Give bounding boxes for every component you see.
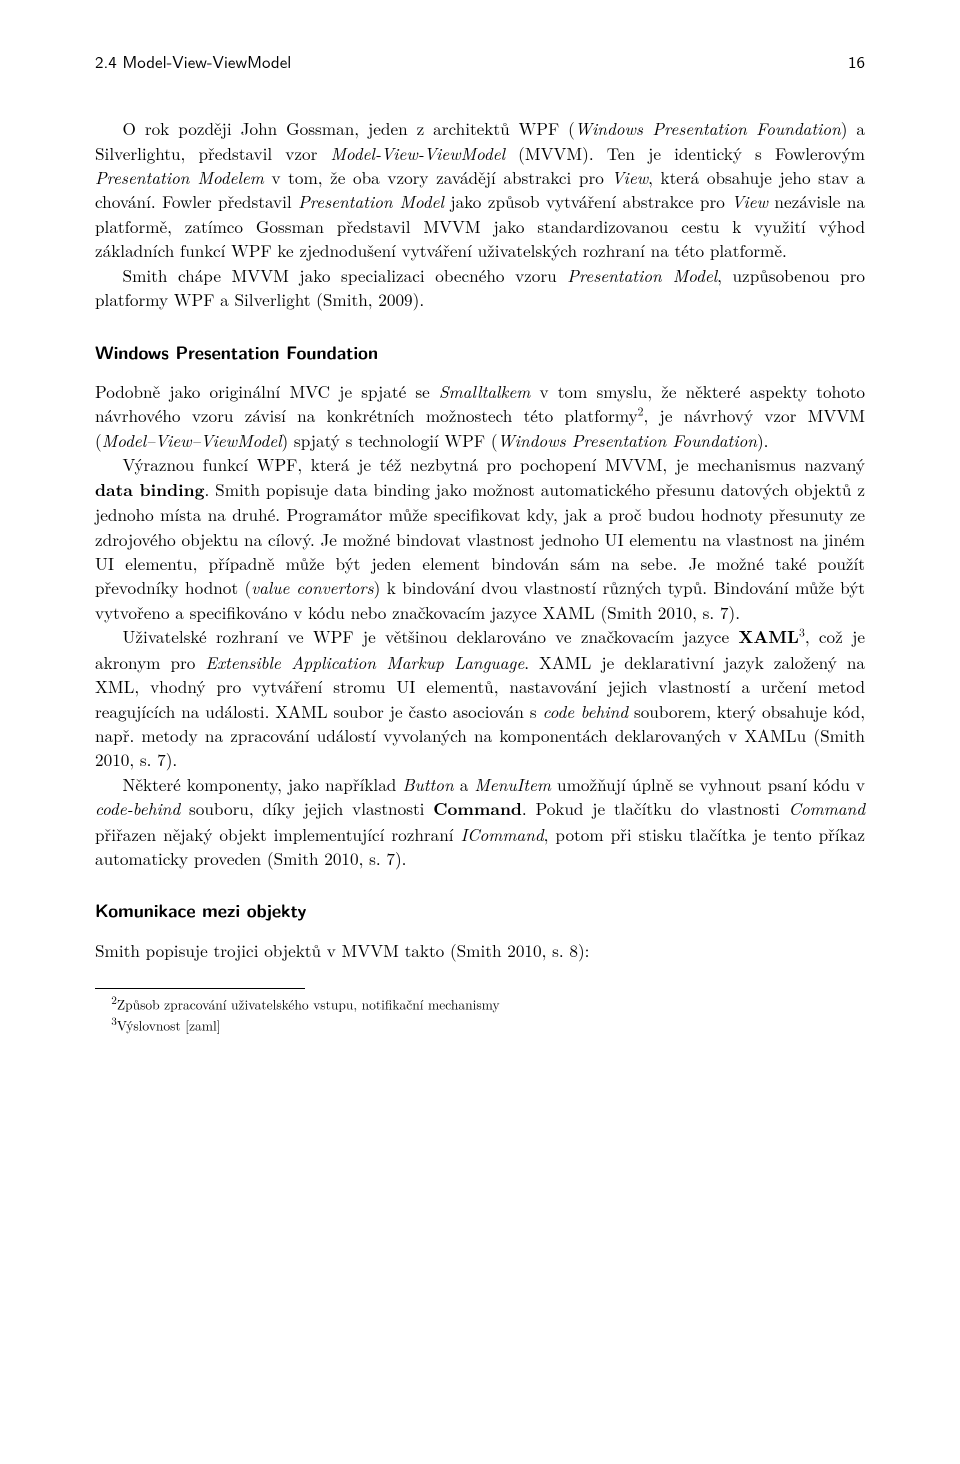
footnote-3: 3Výslovnost [zaml] <box>95 1014 865 1035</box>
text: a <box>454 772 475 796</box>
paragraph-intro-2: Smith chápe MVVM jako specializaci obecn… <box>95 263 865 312</box>
paragraph-wpf-4: Některé komponenty, jako například Butto… <box>95 772 865 871</box>
text: souboru, díky jejich vlastnosti <box>180 796 433 820</box>
text-italic: Command <box>789 796 865 820</box>
text-italic: Windows Presentation Foundation <box>498 428 757 452</box>
heading-communication: Komunikace mezi objekty <box>95 898 865 924</box>
text: umožňují úplně se vyhnout psaní kódu v <box>551 772 865 796</box>
text: v tom, že oba vzory zavádějí abstrakci p… <box>264 165 612 189</box>
footnote-text: Způsob zpracování uživatelského vstupu, … <box>117 995 500 1014</box>
text-italic: View <box>731 189 768 213</box>
paragraph-wpf-3: Uživatelské rozhraní ve WPF je většinou … <box>95 624 865 772</box>
text-italic: value convertors <box>251 575 373 599</box>
text: ) spjatý s technologií WPF ( <box>282 428 498 452</box>
paragraph-comm-1: Smith popisuje trojici objektů v MVVM ta… <box>95 938 865 962</box>
text: Podobně jako originální MVC je spjaté se <box>95 379 439 403</box>
text: O rok později John Gossman, jeden z arch… <box>123 116 575 140</box>
text-italic: Extensible Application Markup Language <box>205 650 524 674</box>
page: 2.4 Model-View-ViewModel 16 O rok pozděj… <box>0 0 960 1464</box>
paragraph-wpf-2: Výraznou funkcí WPF, která je též nezbyt… <box>95 452 865 624</box>
text: přiřazen nějaký objekt implementující ro… <box>95 822 461 846</box>
text-bold: data binding <box>95 478 204 502</box>
text: Uživatelské rozhraní ve WPF je většinou … <box>123 624 739 648</box>
text-italic: code behind <box>543 699 628 723</box>
text-italic: ICommand <box>461 822 544 846</box>
text-italic: Presentation Modelem <box>95 165 264 189</box>
text-bold: XAML <box>738 625 799 649</box>
footnote-rule <box>95 988 305 989</box>
text: jako způsob vytváření abstrakce pro <box>444 189 731 213</box>
text-italic: Model-View-ViewModel <box>330 141 505 165</box>
text-italic: Model–View–ViewModel <box>102 428 282 452</box>
text: Smith chápe MVVM jako specializaci obecn… <box>123 263 568 287</box>
text: ). <box>757 428 768 452</box>
text-bold: Command <box>433 797 522 821</box>
text-italic: code-behind <box>95 796 180 820</box>
text-italic: Button <box>402 772 453 796</box>
text: Výraznou funkcí WPF, která je též nezbyt… <box>123 452 865 476</box>
footnote-2: 2Způsob zpracování uživatelského vstupu,… <box>95 993 865 1014</box>
paragraph-intro-1: O rok později John Gossman, jeden z arch… <box>95 116 865 263</box>
text-italic: MenuItem <box>474 772 551 796</box>
paragraph-wpf-1: Podobně jako originální MVC je spjaté se… <box>95 379 865 452</box>
text: (MVVM). Ten je identický s Fowlerovým <box>505 141 865 165</box>
header-section: 2.4 Model-View-ViewModel <box>95 50 291 74</box>
text-italic: Presentation Model <box>298 189 444 213</box>
text: . Pokud je tlačítku do vlastnosti <box>522 796 789 820</box>
footnote-block: 2Způsob zpracování uživatelského vstupu,… <box>95 993 865 1034</box>
text-italic: Presentation Model <box>567 263 717 287</box>
text-italic: View <box>611 165 648 189</box>
text-italic: Windows Presentation Foundation <box>575 116 841 140</box>
footnotes: 2Způsob zpracování uživatelského vstupu,… <box>95 988 865 1034</box>
text: Některé komponenty, jako například <box>123 772 403 796</box>
heading-wpf: Windows Presentation Foundation <box>95 340 865 366</box>
header-page-number: 16 <box>848 50 865 74</box>
running-header: 2.4 Model-View-ViewModel 16 <box>95 50 865 74</box>
footnote-text: Výslovnost [zaml] <box>117 1016 221 1035</box>
text-italic: Smalltalkem <box>439 379 530 403</box>
